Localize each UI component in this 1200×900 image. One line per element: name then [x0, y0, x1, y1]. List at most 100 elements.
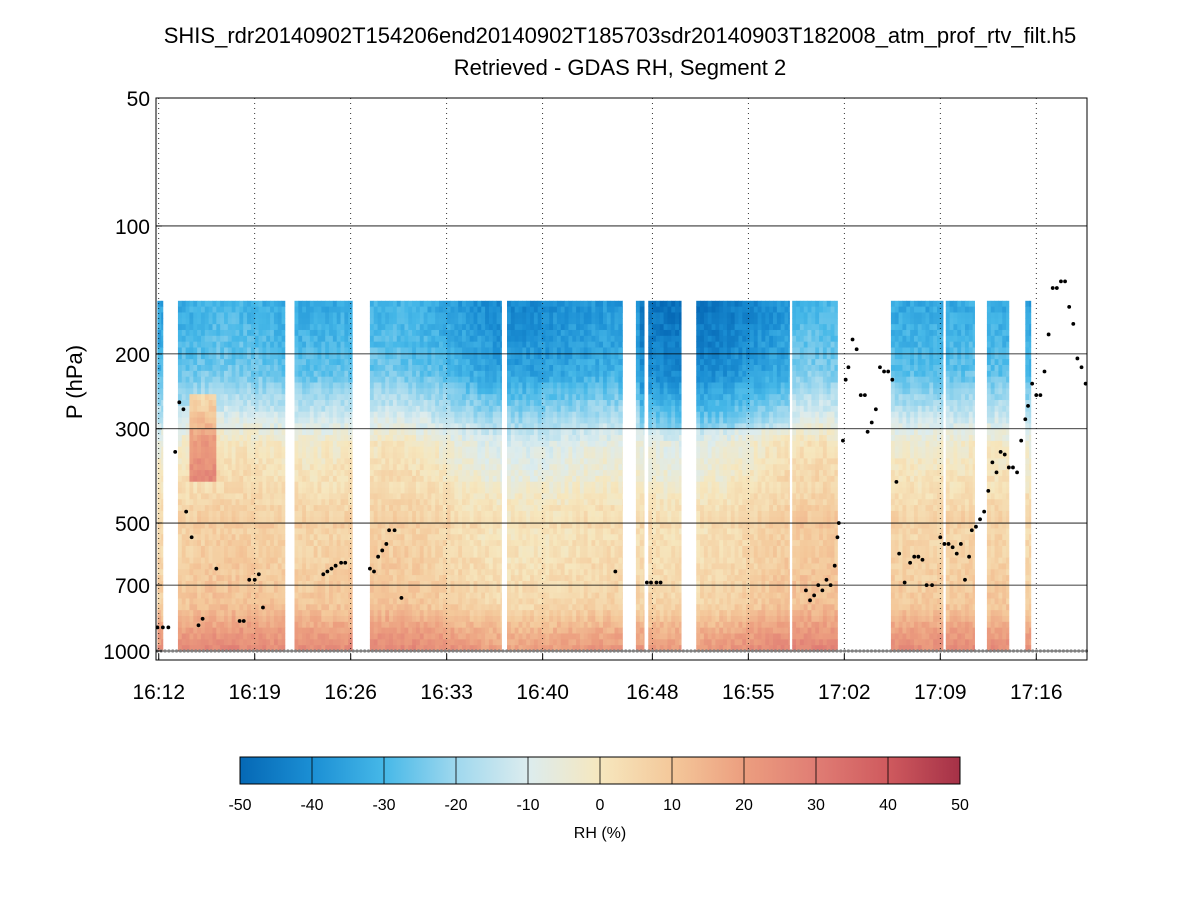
heatmap-cell — [373, 429, 378, 436]
heatmap-cell — [193, 481, 198, 488]
heatmap-cell — [181, 528, 187, 535]
heatmap-cell — [281, 505, 286, 512]
heatmap-cell — [313, 458, 318, 465]
heatmap-cell — [485, 400, 490, 407]
heatmap-cell — [329, 435, 334, 442]
heatmap-cell — [224, 575, 229, 582]
heatmap-cell — [281, 563, 286, 570]
heatmap-cell — [309, 435, 315, 442]
heatmap-cell — [404, 400, 409, 407]
heatmap-cell — [404, 347, 409, 354]
heatmap-cell — [462, 400, 467, 407]
heatmap-cell — [496, 633, 501, 640]
heatmap-cell — [344, 487, 349, 494]
heatmap-cell — [458, 312, 463, 319]
heatmap-cell — [344, 458, 349, 465]
heatmap-cell — [377, 510, 382, 518]
heatmap-cell — [277, 586, 282, 594]
heatmap-cell — [306, 312, 311, 319]
heatmap-cell — [369, 429, 375, 436]
heatmap-cell — [473, 353, 478, 360]
heatmap-cell — [277, 499, 282, 506]
heatmap-cell — [270, 446, 275, 453]
heatmap-cell — [325, 633, 330, 640]
heatmap-cell — [204, 312, 210, 319]
heatmap-cell — [177, 575, 183, 582]
heatmap-cell — [396, 528, 402, 535]
heatmap-cell — [298, 510, 303, 518]
heatmap-cell — [415, 300, 421, 308]
heatmap-cell — [408, 569, 413, 576]
heatmap-cell — [435, 435, 440, 442]
heatmap-cell — [423, 481, 428, 488]
heatmap-cell — [381, 329, 386, 337]
heatmap-cell — [197, 615, 202, 623]
heatmap-cell — [462, 312, 467, 319]
heatmap-cell — [423, 329, 428, 337]
heatmap-cell — [235, 335, 240, 343]
heatmap-cell — [185, 324, 190, 331]
heatmap-cell — [306, 557, 311, 564]
heatmap-cell — [273, 324, 279, 331]
heatmap-cell — [400, 464, 405, 471]
heatmap-cell — [340, 510, 345, 518]
heatmap-cell — [336, 312, 341, 319]
heatmap-cell — [450, 429, 455, 436]
heatmap-cell — [377, 621, 382, 629]
heatmap-cell — [309, 545, 315, 553]
heatmap-cell — [336, 610, 341, 617]
heatmap-cell — [404, 639, 409, 646]
heatmap-cell — [220, 335, 225, 343]
heatmap-cell — [500, 347, 502, 354]
heatmap-cell — [389, 405, 394, 413]
heatmap-cell — [329, 341, 334, 348]
heatmap-cell — [458, 440, 463, 448]
heatmap-cell — [298, 522, 303, 529]
heatmap-cell — [298, 516, 303, 523]
heatmap-cell — [369, 446, 375, 453]
heatmap-cell — [247, 615, 252, 623]
heatmap-cell — [481, 365, 486, 372]
heatmap-cell — [193, 528, 198, 535]
heatmap-cell — [446, 505, 451, 512]
heatmap-cell — [181, 563, 187, 570]
heatmap-cell — [514, 312, 519, 319]
heatmap-cell — [281, 516, 286, 523]
heatmap-cell — [216, 341, 221, 348]
heatmap-cell — [231, 627, 236, 634]
heatmap-cell — [231, 429, 236, 436]
heatmap-cell — [309, 470, 315, 477]
heatmap-cell — [185, 440, 190, 448]
heatmap-cell — [492, 452, 497, 459]
heatmap-cell — [435, 470, 440, 477]
heatmap-cell — [377, 563, 382, 570]
heatmap-cell — [507, 405, 512, 413]
heatmap-cell — [224, 435, 229, 442]
heatmap-cell — [458, 621, 463, 629]
heatmap-cell — [344, 610, 349, 617]
heatmap-cell — [340, 400, 345, 407]
heatmap-cell — [477, 318, 482, 325]
heatmap-cell — [266, 423, 271, 430]
heatmap-cell — [344, 534, 349, 541]
heatmap-cell — [492, 435, 497, 442]
heatmap-cell — [224, 604, 229, 611]
heatmap-cell — [181, 318, 187, 325]
heatmap-cell — [157, 341, 162, 348]
heatmap-cell — [419, 569, 425, 576]
heatmap-cell — [373, 365, 378, 372]
heatmap-cell — [325, 604, 330, 611]
heatmap-cell — [408, 499, 413, 506]
heatmap-cell — [336, 318, 341, 325]
heatmap-cell — [510, 388, 516, 395]
heatmap-cell — [469, 400, 474, 407]
heatmap-cell — [254, 563, 259, 570]
heatmap-cell — [161, 464, 164, 471]
heatmap-cell — [496, 312, 501, 319]
heatmap-cell — [239, 353, 244, 360]
heatmap-cell — [381, 376, 386, 383]
heatmap-cell — [369, 440, 375, 448]
heatmap-cell — [177, 388, 183, 395]
heatmap-cell — [216, 569, 221, 576]
heatmap-cell — [473, 592, 478, 599]
